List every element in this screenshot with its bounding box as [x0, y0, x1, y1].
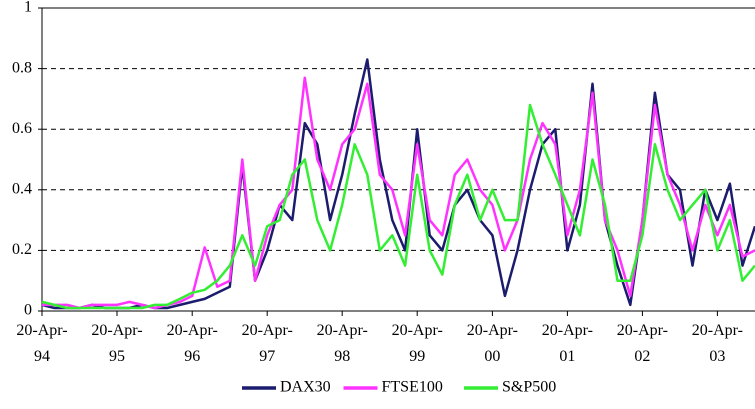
y-tick-label: 0.6 — [12, 120, 32, 137]
y-tick-label: 0.8 — [12, 59, 32, 76]
series-line — [41, 103, 755, 310]
y-tick-label: 0.4 — [12, 180, 32, 197]
x-tick-label: 20-Apr-97 — [242, 322, 293, 365]
x-tick-label: 20-Apr-03 — [692, 322, 743, 365]
x-tick-label: 20-Apr-94 — [16, 322, 67, 365]
series-line — [41, 58, 755, 310]
x-tick-label: 20-Apr-98 — [317, 322, 368, 365]
x-tick-label: 20-Apr-96 — [167, 322, 218, 365]
x-tick-label: 20-Apr-95 — [91, 322, 142, 365]
legend-label: DAX30 — [280, 379, 331, 396]
x-tick-label: 20-Apr-01 — [542, 322, 593, 365]
x-tick-label: 20-Apr-99 — [392, 322, 443, 365]
x-tick-label: 20-Apr-02 — [617, 322, 668, 365]
x-tick-label: 20-Apr-00 — [467, 322, 518, 365]
y-tick-label: 0.2 — [12, 241, 32, 258]
legend-label: FTSE100 — [382, 379, 443, 396]
legend-label: S&P500 — [502, 379, 556, 396]
y-tick-label: 1 — [24, 0, 32, 16]
y-tick-label: 0 — [24, 302, 32, 319]
